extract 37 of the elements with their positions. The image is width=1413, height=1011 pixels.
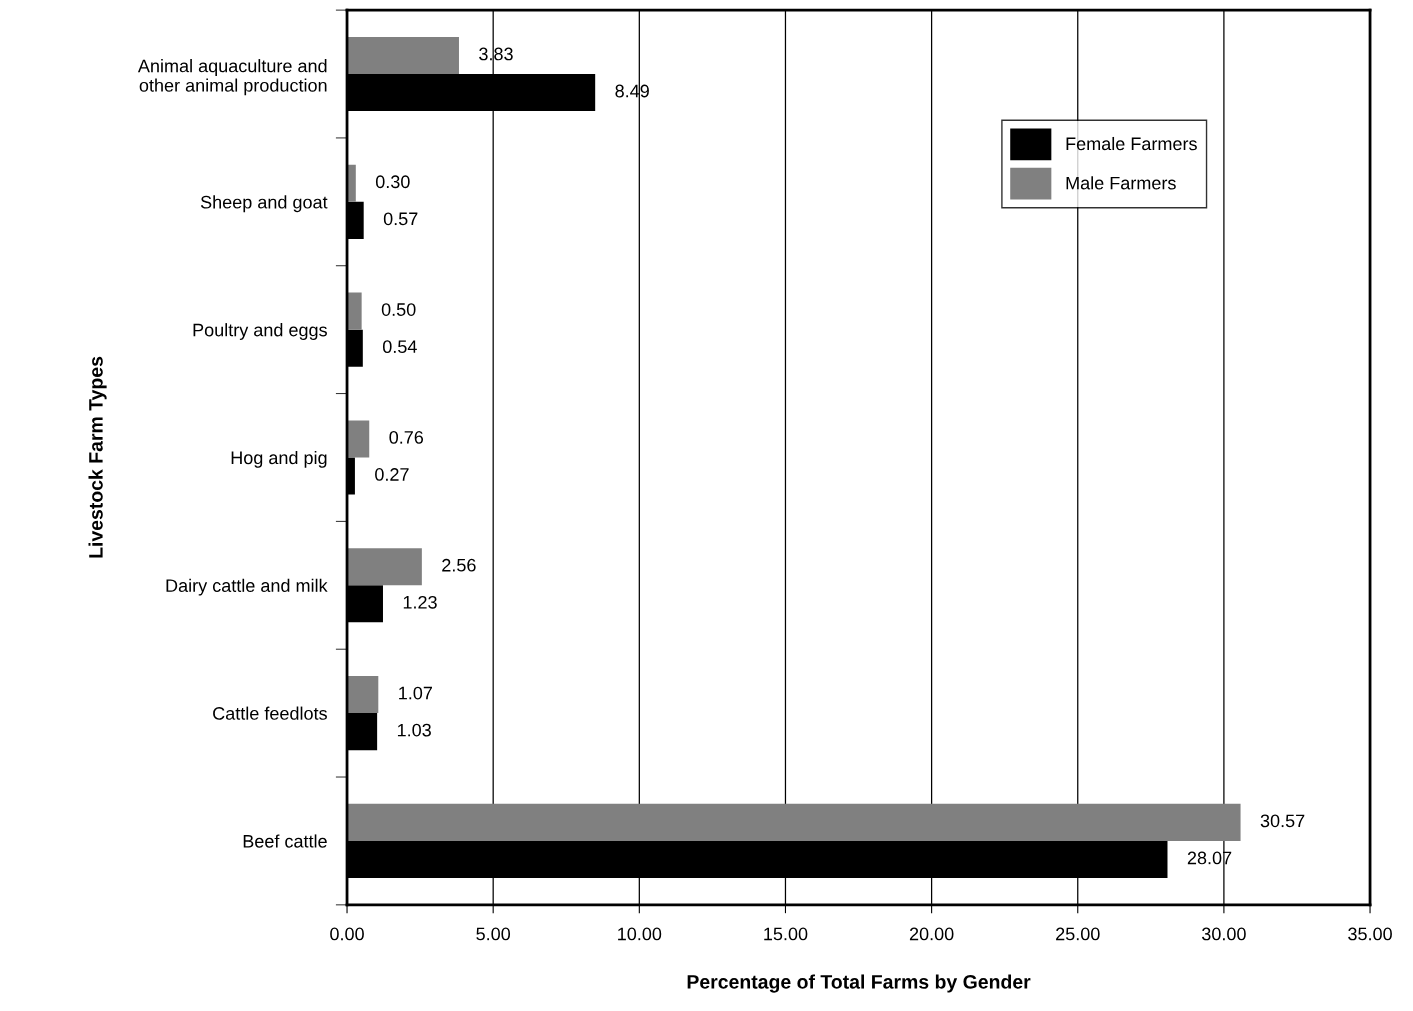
bar xyxy=(347,164,356,202)
legend-label: Male Farmers xyxy=(1066,176,1176,190)
bar xyxy=(347,676,379,714)
data-label: 0.54 xyxy=(382,340,417,354)
data-label: 1.23 xyxy=(403,595,437,609)
legend-label: Female Farmers xyxy=(1066,136,1197,151)
y-axis-title: Livestock Farm Types xyxy=(88,356,107,558)
data-label: 2.56 xyxy=(442,558,476,572)
data-label: 1.07 xyxy=(399,686,432,700)
x-tick-label: 0.00 xyxy=(330,927,364,941)
y-tick-label: Dairy cattle and milk xyxy=(166,578,328,596)
x-tick-label: 10.00 xyxy=(618,927,662,941)
y-tick-label: Poultry and eggs xyxy=(193,323,327,340)
bar xyxy=(347,548,422,586)
x-axis-title: Percentage of Total Farms by Gender xyxy=(687,974,1031,993)
x-tick-label: 20.00 xyxy=(909,927,954,941)
y-tick-label: Animal aquaculture and other animal production xyxy=(137,59,327,96)
data-label: 0.76 xyxy=(389,431,424,444)
bar xyxy=(347,292,362,330)
x-tick-label: 35.00 xyxy=(1348,927,1392,941)
data-label: 30.57 xyxy=(1260,814,1305,828)
y-tick-label: Sheep and goat xyxy=(200,195,328,213)
y-tick-label: Hog and pig xyxy=(231,450,327,468)
bar xyxy=(347,36,459,75)
x-tick-label: 25.00 xyxy=(1056,927,1100,941)
y-tick-label: Beef cattle xyxy=(243,834,327,848)
bar xyxy=(347,420,370,458)
bar xyxy=(347,803,1241,841)
data-label: 0.30 xyxy=(375,175,410,189)
x-tick-label: 5.00 xyxy=(476,927,511,941)
x-tick-label: 30.00 xyxy=(1202,927,1246,941)
x-tick-label: 15.00 xyxy=(764,927,808,941)
y-tick-label: Cattle feedlots xyxy=(213,706,327,720)
data-label: 1.03 xyxy=(397,723,431,737)
data-label: 0.50 xyxy=(381,303,416,316)
data-label: 0.27 xyxy=(375,468,409,481)
data-label: 0.57 xyxy=(383,212,418,226)
